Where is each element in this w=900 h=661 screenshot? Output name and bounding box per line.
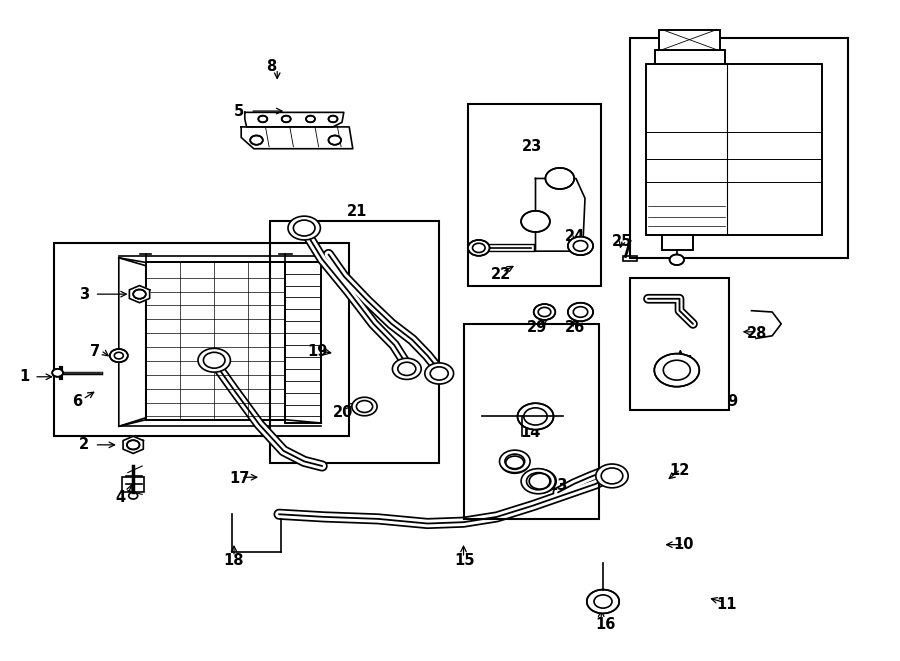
Circle shape: [524, 469, 556, 493]
Circle shape: [110, 349, 128, 362]
Bar: [468, 104, 601, 286]
Circle shape: [587, 590, 619, 613]
Bar: [54, 243, 349, 436]
Text: 1: 1: [20, 369, 30, 384]
Text: 2: 2: [79, 438, 89, 452]
Text: 9: 9: [727, 395, 737, 409]
Circle shape: [133, 290, 146, 299]
Text: 7: 7: [90, 344, 100, 359]
Circle shape: [258, 116, 267, 122]
Text: 26: 26: [565, 320, 586, 334]
Bar: [662, 235, 693, 250]
Polygon shape: [245, 112, 344, 127]
Bar: [122, 477, 144, 492]
Circle shape: [282, 116, 291, 122]
Circle shape: [521, 469, 555, 494]
Circle shape: [288, 216, 320, 240]
Circle shape: [670, 254, 684, 265]
Circle shape: [568, 303, 593, 321]
Circle shape: [468, 240, 490, 256]
Polygon shape: [130, 286, 149, 303]
Text: 23: 23: [522, 139, 542, 154]
Text: 4: 4: [115, 490, 125, 504]
Circle shape: [250, 136, 263, 145]
Polygon shape: [241, 127, 353, 149]
Text: 3: 3: [79, 287, 89, 301]
Circle shape: [518, 403, 554, 430]
Text: 11: 11: [716, 598, 737, 612]
Polygon shape: [536, 178, 585, 251]
Text: 5: 5: [234, 104, 244, 118]
Circle shape: [392, 358, 421, 379]
Circle shape: [596, 464, 628, 488]
Circle shape: [521, 211, 550, 232]
Bar: [146, 262, 285, 420]
Bar: [464, 324, 598, 519]
Text: 27: 27: [673, 355, 694, 369]
Bar: [646, 64, 822, 235]
Text: 24: 24: [565, 229, 586, 244]
Bar: [285, 262, 321, 423]
Bar: [285, 262, 321, 423]
Circle shape: [545, 168, 574, 189]
Circle shape: [568, 237, 593, 255]
Circle shape: [198, 348, 230, 372]
Circle shape: [328, 116, 338, 122]
Polygon shape: [119, 258, 146, 426]
Bar: [146, 262, 285, 420]
Circle shape: [425, 363, 454, 384]
Bar: [630, 38, 848, 258]
Bar: [662, 235, 693, 250]
Text: 20: 20: [333, 405, 354, 420]
Bar: [655, 50, 725, 64]
Text: 25: 25: [612, 234, 633, 249]
Bar: [655, 50, 725, 64]
Circle shape: [500, 452, 529, 473]
Text: 21: 21: [346, 204, 367, 219]
Circle shape: [534, 304, 555, 320]
Text: 18: 18: [223, 553, 244, 568]
Circle shape: [654, 354, 699, 387]
Text: 10: 10: [673, 537, 694, 552]
Circle shape: [306, 116, 315, 122]
Text: 17: 17: [230, 471, 250, 486]
Text: 8: 8: [266, 59, 276, 73]
Text: 14: 14: [520, 426, 541, 440]
Circle shape: [500, 450, 530, 473]
Bar: [659, 30, 720, 50]
Text: 19: 19: [308, 344, 328, 359]
Text: 28: 28: [747, 327, 768, 341]
Text: 6: 6: [72, 394, 82, 408]
Bar: [630, 278, 729, 410]
Circle shape: [352, 397, 377, 416]
Text: 15: 15: [454, 553, 475, 568]
Text: 12: 12: [670, 463, 690, 478]
Text: 22: 22: [491, 267, 511, 282]
Bar: [659, 30, 720, 50]
Bar: [623, 256, 637, 261]
Text: 16: 16: [596, 617, 617, 632]
Text: 13: 13: [547, 479, 568, 493]
Bar: [646, 64, 822, 235]
Circle shape: [328, 136, 341, 145]
Circle shape: [127, 440, 140, 449]
Text: 29: 29: [526, 320, 547, 334]
Bar: [270, 221, 439, 463]
Polygon shape: [123, 436, 143, 453]
Circle shape: [52, 369, 63, 377]
